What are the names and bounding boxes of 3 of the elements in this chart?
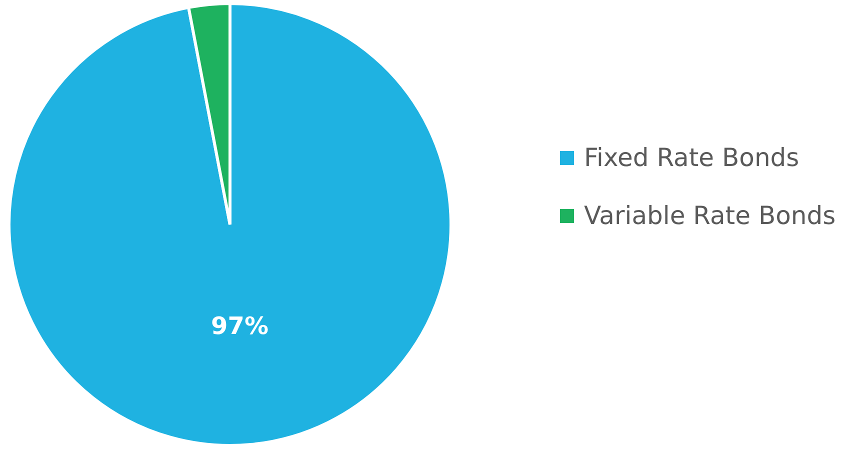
legend-label: Variable Rate Bonds [584, 200, 836, 232]
legend-label: Fixed Rate Bonds [584, 142, 800, 174]
data-label: 97% [211, 312, 268, 340]
